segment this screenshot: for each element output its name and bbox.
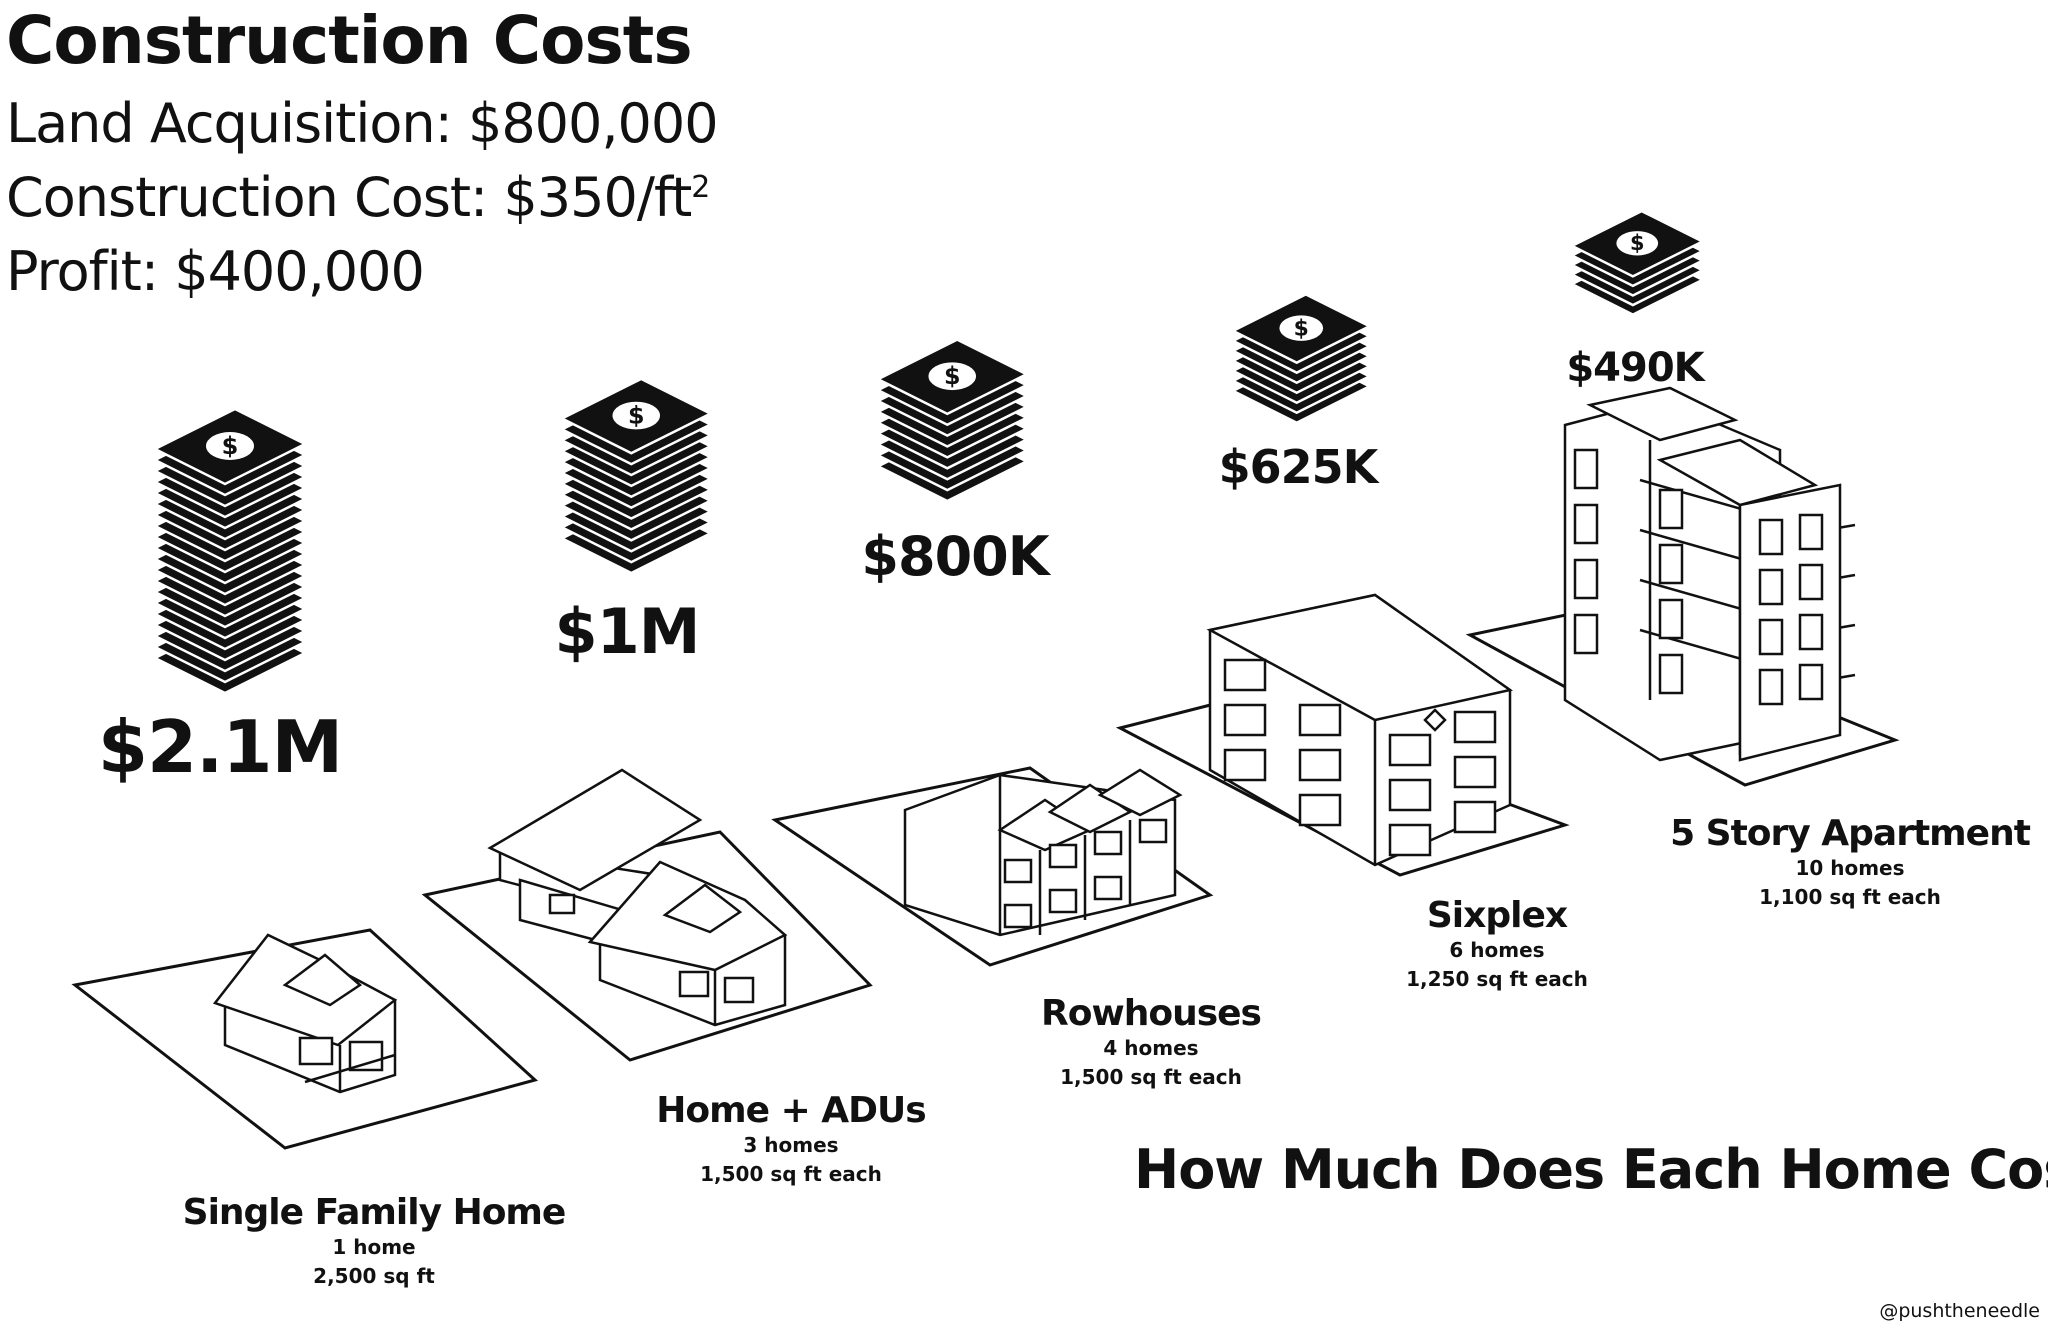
price-home-adus: $1M [554,595,701,668]
dollar-sign-glyph: $ [222,432,239,460]
label-apartment: 5 Story Apartment 10 homes 1,100 sq ft e… [1670,813,2031,912]
home-adus-illustration [487,768,788,1027]
building-name: Single Family Home [182,1192,567,1233]
dollar-sign-icon [928,362,977,391]
money-stack-icon: $ [152,407,308,695]
label-home-adus: Home + ADUs 3 homes 1,500 sq ft each [656,1090,926,1189]
construction-cost-text: Construction Cost: $350/ft [6,166,692,229]
sixplex-illustration [1206,593,1514,867]
dollar-sign-icon [206,432,254,460]
construction-cost-exponent: 2 [691,170,710,205]
building-homes: 10 homes [1795,856,1905,880]
dollar-sign-glyph: $ [1630,231,1645,255]
dollar-sign-glyph: $ [944,362,961,390]
price-sixplex: $625K [1218,440,1379,494]
building-size: 1,500 sq ft each [1060,1065,1242,1089]
building-size: 1,100 sq ft each [1759,885,1941,909]
money-stack-icon: $ [875,338,1030,503]
price-apartment: $490K [1566,345,1704,391]
label-sixplex: Sixplex 6 homes 1,250 sq ft each [1406,895,1588,994]
credit-handle: @pushtheneedle [1879,1300,2040,1322]
building-name: 5 Story Apartment [1670,813,2031,854]
rowhouses-illustration [903,768,1183,937]
building-homes: 6 homes [1449,938,1545,962]
dollar-sign-icon [1616,231,1659,256]
dollar-sign-icon [612,401,661,430]
building-homes: 1 home [332,1235,416,1259]
question-heading: How Much Does Each Home Cost? [1134,1138,2048,1201]
dollar-sign-glyph: $ [1294,316,1309,341]
price-rowhouses: $800K [861,525,1049,588]
price-single-family: $2.1M [97,705,343,789]
building-name: Rowhouses [1041,993,1262,1034]
building-homes: 4 homes [1103,1036,1199,1060]
apartment-illustration [1563,386,1856,762]
building-size: 2,500 sq ft [313,1264,435,1288]
dollar-sign-glyph: $ [628,401,645,429]
land-acquisition: Land Acquisition: $800,000 [6,92,719,155]
construction-cost: Construction Cost: $350/ft2 [6,166,710,229]
page-title: Construction Costs [6,2,693,79]
dollar-sign-icon [1279,315,1324,341]
money-stack-icon: $ [559,377,714,575]
building-name: Sixplex [1426,895,1568,936]
building-name: Home + ADUs [656,1090,926,1131]
profit: Profit: $400,000 [6,240,425,303]
money-stack-icon: $ [1230,293,1373,425]
single-family-home-illustration [212,933,398,1094]
building-size: 1,500 sq ft each [700,1162,882,1186]
building-homes: 3 homes [743,1133,839,1157]
building-size: 1,250 sq ft each [1406,967,1588,991]
label-rowhouses: Rowhouses 4 homes 1,500 sq ft each [1041,993,1262,1092]
money-stack-icon: $ [1569,209,1706,317]
label-single-family: Single Family Home 1 home 2,500 sq ft [182,1192,567,1291]
